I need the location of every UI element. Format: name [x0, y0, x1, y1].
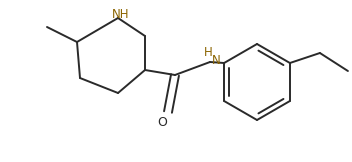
Text: O: O [157, 116, 167, 128]
Text: NH: NH [112, 7, 130, 21]
Text: H: H [203, 46, 212, 58]
Text: N: N [212, 54, 220, 68]
